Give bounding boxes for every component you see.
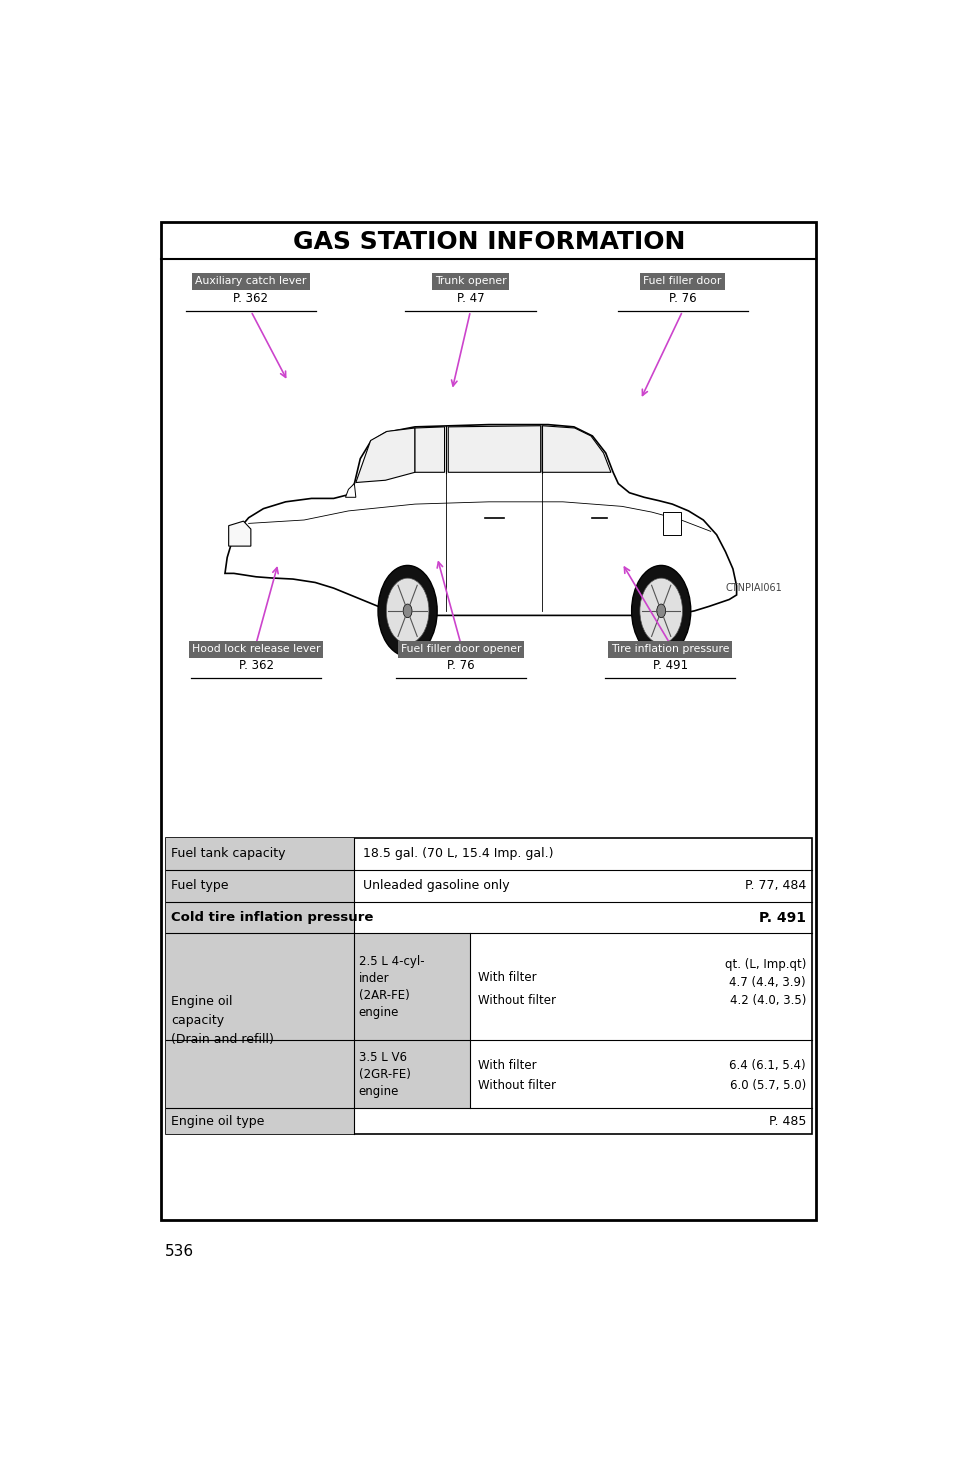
Polygon shape: [541, 426, 610, 472]
Text: Unleaded gasoline only: Unleaded gasoline only: [363, 879, 509, 892]
FancyBboxPatch shape: [166, 1108, 354, 1134]
Polygon shape: [225, 425, 736, 615]
Text: GAS STATION INFORMATION: GAS STATION INFORMATION: [293, 230, 684, 254]
Text: 4.7 (4.4, 3.9): 4.7 (4.4, 3.9): [729, 976, 805, 988]
Text: Trunk opener: Trunk opener: [435, 276, 506, 286]
Text: Without filter: Without filter: [477, 1080, 556, 1092]
Text: 536: 536: [165, 1243, 194, 1260]
Text: P. 47: P. 47: [456, 292, 484, 305]
Text: Fuel type: Fuel type: [171, 879, 229, 892]
Text: CTNPIAI061: CTNPIAI061: [724, 583, 781, 593]
FancyBboxPatch shape: [166, 870, 354, 901]
Text: Fuel filler door: Fuel filler door: [642, 276, 721, 286]
Text: 6.0 (5.7, 5.0): 6.0 (5.7, 5.0): [729, 1080, 805, 1092]
Text: P. 77, 484: P. 77, 484: [744, 879, 805, 892]
FancyBboxPatch shape: [166, 934, 354, 1108]
Polygon shape: [345, 484, 355, 497]
Text: 4.2 (4.0, 3.5): 4.2 (4.0, 3.5): [729, 994, 805, 1007]
FancyBboxPatch shape: [354, 934, 470, 1108]
Polygon shape: [448, 426, 540, 472]
Text: qt. (L, Imp.qt): qt. (L, Imp.qt): [724, 957, 805, 971]
FancyBboxPatch shape: [166, 838, 811, 1134]
Text: Auxiliary catch lever: Auxiliary catch lever: [195, 276, 306, 286]
Text: P. 362: P. 362: [233, 292, 268, 305]
Polygon shape: [355, 428, 415, 482]
Text: Fuel filler door opener: Fuel filler door opener: [400, 645, 520, 655]
Text: P. 362: P. 362: [238, 659, 274, 673]
Circle shape: [377, 565, 436, 656]
Text: P. 76: P. 76: [447, 659, 475, 673]
Circle shape: [386, 578, 429, 643]
Bar: [662, 512, 680, 535]
FancyBboxPatch shape: [161, 223, 816, 1220]
FancyBboxPatch shape: [166, 901, 354, 934]
Text: P. 485: P. 485: [768, 1115, 805, 1128]
Polygon shape: [229, 521, 251, 546]
Circle shape: [403, 605, 412, 618]
Polygon shape: [415, 426, 444, 472]
Circle shape: [631, 565, 690, 656]
Text: Fuel tank capacity: Fuel tank capacity: [171, 848, 285, 860]
Text: With filter: With filter: [477, 1059, 536, 1072]
Text: Tire inflation pressure: Tire inflation pressure: [610, 645, 728, 655]
FancyBboxPatch shape: [166, 838, 354, 870]
Text: 2.5 L 4-cyl-
inder
(2AR-FE)
engine: 2.5 L 4-cyl- inder (2AR-FE) engine: [358, 954, 424, 1019]
Text: Hood lock release lever: Hood lock release lever: [192, 645, 320, 655]
Circle shape: [639, 578, 681, 643]
Text: With filter: With filter: [477, 971, 536, 984]
Text: 18.5 gal. (70 L, 15.4 Imp. gal.): 18.5 gal. (70 L, 15.4 Imp. gal.): [363, 848, 553, 860]
Text: P. 491: P. 491: [759, 910, 805, 925]
Text: Engine oil
capacity
(Drain and refill): Engine oil capacity (Drain and refill): [171, 996, 274, 1046]
Text: Cold tire inflation pressure: Cold tire inflation pressure: [171, 912, 373, 923]
Circle shape: [656, 605, 665, 618]
Text: 3.5 L V6
(2GR-FE)
engine: 3.5 L V6 (2GR-FE) engine: [358, 1050, 410, 1097]
Text: Engine oil type: Engine oil type: [171, 1115, 264, 1128]
Text: Without filter: Without filter: [477, 994, 556, 1007]
Text: P. 76: P. 76: [668, 292, 696, 305]
Text: 6.4 (6.1, 5.4): 6.4 (6.1, 5.4): [729, 1059, 805, 1072]
Text: P. 491: P. 491: [652, 659, 687, 673]
